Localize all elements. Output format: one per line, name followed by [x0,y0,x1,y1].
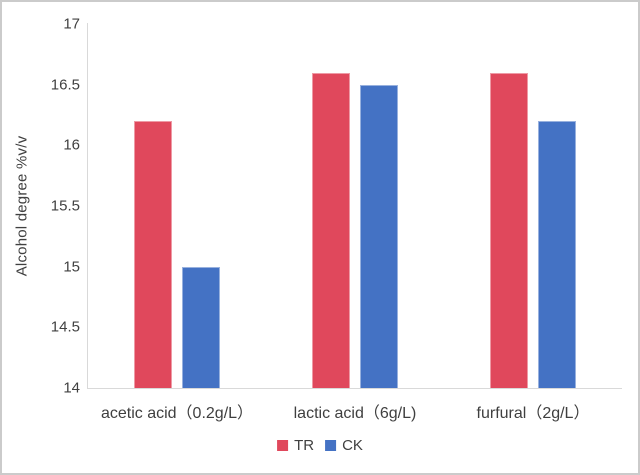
y-tick-label: 16.5 [50,76,80,94]
y-tick-label: 16 [63,136,80,154]
legend: TR CK [277,437,363,454]
bar-tr-3 [490,72,528,388]
legend-item-ck: CK [325,437,363,454]
bar-tr-2 [312,72,350,388]
legend-item-tr: TR [277,437,314,454]
y-axis-title: Alcohol degree %v/v [13,135,31,277]
x-category-label: acetic acid（0.2g/L） [100,405,254,422]
legend-label: CK [342,437,363,454]
y-tick-label: 15.5 [50,197,80,215]
bar-ck-2 [360,84,398,388]
y-tick-label: 15 [63,258,80,276]
x-category-label: lactic acid（6g/L) [293,405,417,422]
x-category-label: furfural（2g/L） [476,405,590,422]
bar-tr-1 [134,121,172,388]
legend-swatch-tr [277,440,289,451]
bar-ck-1 [182,266,220,388]
y-tick-label: 14.5 [50,318,80,336]
x-axis-line [87,388,622,389]
y-axis-line [87,23,88,388]
legend-label: TR [294,437,315,454]
bar-ck-3 [538,121,576,388]
y-tick-label: 17 [63,15,80,33]
legend-swatch-ck [325,440,337,451]
y-tick-label: 14 [63,379,80,397]
